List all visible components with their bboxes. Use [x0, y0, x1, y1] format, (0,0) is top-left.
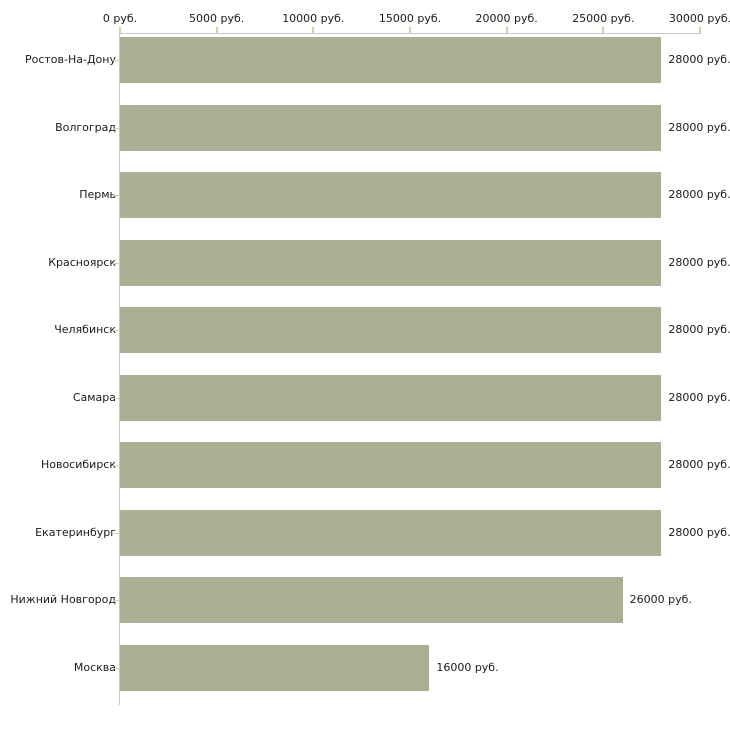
x-axis-tick-mark	[602, 27, 605, 34]
x-axis-tick-mark	[119, 27, 121, 34]
category-label: Москва	[73, 660, 116, 674]
y-axis-tick-mark	[113, 330, 120, 331]
y-axis-tick-mark	[113, 60, 120, 61]
value-label: 28000 руб.	[668, 390, 730, 404]
bar	[120, 577, 623, 623]
value-label: 28000 руб.	[668, 525, 730, 539]
value-label: 28000 руб.	[668, 53, 730, 66]
y-axis-tick-mark	[113, 128, 120, 129]
x-axis-tick-label: 15000 руб.	[378, 12, 442, 25]
bar	[120, 104, 662, 151]
x-axis-tick-label: 30000 руб.	[668, 12, 730, 25]
category-label: Красноярск	[48, 255, 116, 269]
y-axis-tick-mark	[113, 398, 120, 399]
category-label: Нижний Новгород	[10, 593, 116, 606]
value-label: 26000 руб.	[629, 593, 692, 606]
bar	[120, 307, 662, 353]
x-axis-tick-mark	[215, 27, 218, 34]
category-label: Самара	[72, 390, 116, 404]
x-axis-tick-mark	[699, 27, 701, 34]
bar	[120, 374, 662, 421]
bar	[120, 442, 662, 488]
value-label: 28000 руб.	[668, 458, 730, 471]
bar	[120, 644, 430, 691]
y-axis-tick-mark	[113, 668, 120, 669]
value-label: 28000 руб.	[668, 188, 730, 201]
value-label: 28000 руб.	[668, 323, 730, 336]
x-axis-tick-mark	[409, 27, 411, 34]
value-label: 28000 руб.	[668, 120, 730, 134]
value-label: 28000 руб.	[668, 255, 730, 269]
x-axis-tick-label: 20000 руб.	[475, 12, 538, 25]
category-label: Екатеринбург	[35, 525, 116, 539]
category-label: Пермь	[79, 188, 116, 201]
y-axis-tick-mark	[113, 263, 120, 264]
category-label: Ростов-На-Дону	[24, 53, 116, 66]
bar	[120, 172, 662, 218]
y-axis-tick-mark	[113, 195, 120, 196]
x-axis-tick-label: 0 руб.	[102, 12, 138, 25]
y-axis-tick-mark	[113, 465, 120, 466]
value-label: 16000 руб.	[436, 660, 499, 674]
x-axis-tick-label: 25000 руб.	[572, 12, 635, 25]
y-axis-tick-mark	[113, 533, 120, 534]
category-label: Челябинск	[54, 323, 116, 336]
y-axis-line	[119, 33, 120, 705]
bar	[120, 509, 662, 556]
x-axis-tick-label: 5000 руб.	[189, 12, 245, 25]
x-axis-tick-mark	[312, 27, 315, 34]
x-axis-tick-label: 10000 руб.	[282, 12, 345, 25]
x-axis-tick-mark	[505, 27, 508, 34]
bar	[120, 239, 662, 286]
category-label: Волгоград	[55, 120, 116, 134]
y-axis-tick-mark	[113, 600, 120, 601]
bar	[120, 37, 662, 83]
category-label: Новосибирск	[40, 458, 116, 471]
